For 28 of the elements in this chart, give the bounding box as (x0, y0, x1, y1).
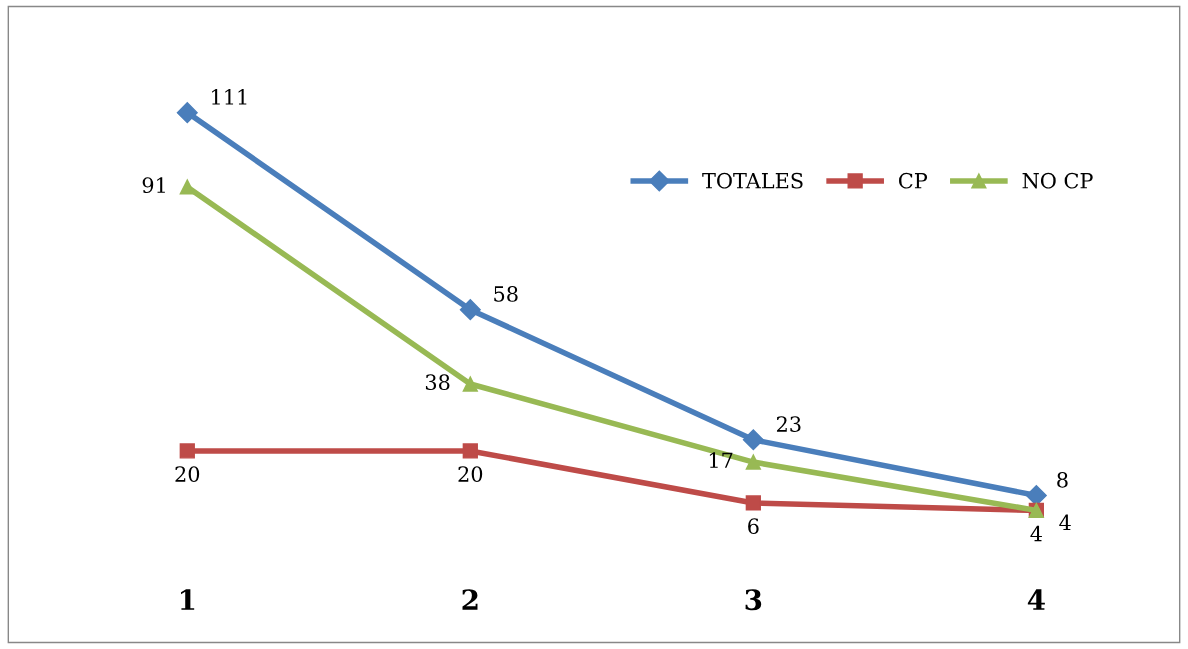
x-tick-label: 4 (1027, 589, 1045, 610)
data-label: 20 (175, 466, 200, 482)
data-label: 4 (1059, 514, 1071, 531)
legend-label: TOTALES (702, 172, 803, 189)
point (462, 376, 478, 392)
data-label: 17 (709, 452, 733, 468)
legend-label: CP (899, 172, 928, 189)
data-label: 91 (142, 177, 165, 194)
data-label: 4 (1030, 525, 1042, 542)
point (745, 495, 761, 511)
data-label: 38 (425, 374, 450, 391)
data-label: 23 (776, 416, 801, 432)
point (742, 429, 764, 451)
legend-label: NO CP (1022, 172, 1093, 189)
data-label: 8 (1057, 471, 1068, 488)
point (176, 102, 198, 124)
point (745, 454, 761, 470)
data-label: 111 (212, 89, 247, 105)
point (179, 443, 195, 459)
data-label: 58 (494, 286, 518, 302)
point (179, 179, 195, 195)
data-label: 20 (458, 466, 483, 482)
point (459, 299, 481, 321)
point (462, 443, 478, 459)
data-label: 6 (748, 518, 759, 535)
x-tick-label: 3 (745, 589, 762, 611)
x-tick-label: 2 (462, 589, 478, 610)
x-tick-label: 1 (181, 589, 195, 610)
